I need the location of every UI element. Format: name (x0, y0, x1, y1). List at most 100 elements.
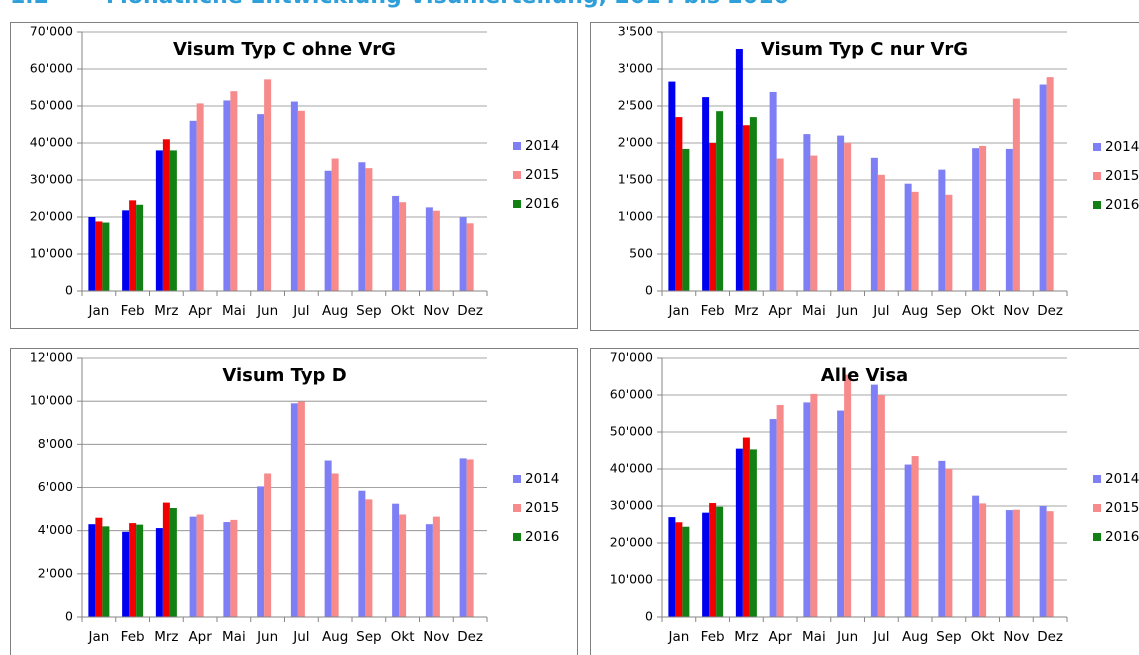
bar (904, 464, 912, 617)
bar (399, 202, 407, 291)
x-tick-label: Aug (902, 629, 928, 645)
bar (682, 148, 690, 291)
bar (257, 114, 265, 291)
bar (979, 503, 987, 617)
bar (776, 158, 784, 291)
bar (945, 194, 953, 291)
bar (938, 460, 946, 617)
bar (709, 143, 717, 291)
x-tick-label: Okt (391, 629, 415, 645)
x-tick-label: Nov (1003, 303, 1029, 319)
x-tick-label: Aug (322, 303, 348, 319)
chart-frame (10, 348, 578, 655)
bar (122, 531, 130, 617)
bar (844, 374, 852, 617)
bar (1005, 148, 1013, 291)
bar (972, 495, 980, 617)
y-tick-label: 70'000 (30, 24, 73, 39)
x-tick-label: Okt (971, 303, 995, 319)
y-tick-label: 40'000 (610, 461, 653, 476)
x-tick-label: Jun (836, 629, 858, 645)
bar (324, 460, 332, 617)
x-tick-label: Dez (1037, 629, 1063, 645)
y-tick-label: 2'000 (618, 135, 653, 150)
bar (155, 528, 163, 617)
x-tick-label: Mai (802, 303, 826, 319)
bar (735, 49, 743, 291)
bar (425, 207, 433, 291)
y-tick-label: 12'000 (30, 350, 73, 365)
x-tick-label: Feb (121, 303, 145, 319)
bar (810, 155, 818, 291)
y-tick-label: 1'000 (618, 209, 653, 224)
bar (877, 174, 885, 291)
bar (1039, 84, 1047, 291)
x-tick-label: Okt (391, 303, 415, 319)
legend-label: 2014 (1105, 471, 1139, 487)
bar (877, 395, 885, 617)
y-tick-label: 10'000 (30, 393, 73, 408)
bar (432, 516, 440, 617)
bar (675, 522, 683, 617)
bar (136, 524, 144, 617)
y-tick-label: 60'000 (30, 61, 73, 76)
x-tick-label: Sep (936, 629, 961, 645)
y-tick-label: 50'000 (610, 424, 653, 439)
bar (122, 210, 130, 291)
y-tick-label: 8'000 (38, 436, 73, 451)
bar (95, 221, 103, 291)
x-tick-label: Sep (356, 303, 381, 319)
x-tick-label: Jun (836, 303, 858, 319)
x-tick-label: Jul (292, 303, 309, 319)
x-tick-label: Sep (356, 629, 381, 645)
bar (1046, 511, 1054, 617)
bar (331, 473, 339, 617)
legend-swatch (1093, 143, 1101, 151)
bar (769, 419, 777, 617)
legend-label: 2014 (525, 138, 559, 154)
bar (803, 402, 811, 617)
legend-label: 2015 (525, 167, 559, 183)
bar (810, 393, 818, 617)
chart: 0 500 1'000 1'500 2'000 2'500 3'000 3'500 Jan Feb… (590, 22, 1139, 331)
y-tick-label: 6'000 (38, 479, 73, 494)
bar (702, 97, 710, 292)
bar (904, 183, 912, 291)
y-tick-label: 4'000 (38, 522, 73, 537)
bar (911, 456, 919, 617)
chart-title: Alle Visa (821, 365, 908, 386)
bar (297, 401, 305, 617)
bar (392, 503, 400, 617)
bar (844, 143, 852, 291)
y-tick-label: 10'000 (30, 246, 73, 261)
bar (776, 404, 784, 617)
legend-label: 2015 (525, 500, 559, 516)
bar (230, 91, 238, 291)
x-tick-label: Apr (768, 303, 792, 319)
chart-frame (10, 22, 578, 329)
x-tick-label: Nov (423, 629, 449, 645)
bar (88, 217, 96, 291)
bar (230, 519, 238, 617)
legend-label: 2016 (1105, 529, 1139, 545)
x-tick-label: Apr (768, 629, 792, 645)
y-tick-label: 20'000 (30, 209, 73, 224)
bar (102, 526, 110, 617)
bar (129, 200, 137, 291)
bar (1012, 98, 1020, 291)
x-tick-label: Aug (322, 629, 348, 645)
bar (358, 162, 366, 291)
y-tick-label: 10'000 (610, 572, 653, 587)
bar (870, 384, 878, 617)
bar (290, 403, 298, 617)
bar (459, 458, 467, 617)
bar (466, 223, 474, 291)
bar (189, 516, 197, 617)
x-tick-label: Jul (292, 629, 309, 645)
chart-frame (590, 348, 1139, 655)
chart: 0 10'000 20'000 30'000 40'000 50'000 60'000 70'… (590, 348, 1139, 655)
bar (365, 499, 373, 617)
x-tick-label: Mrz (154, 629, 178, 645)
legend-swatch (1093, 201, 1101, 209)
